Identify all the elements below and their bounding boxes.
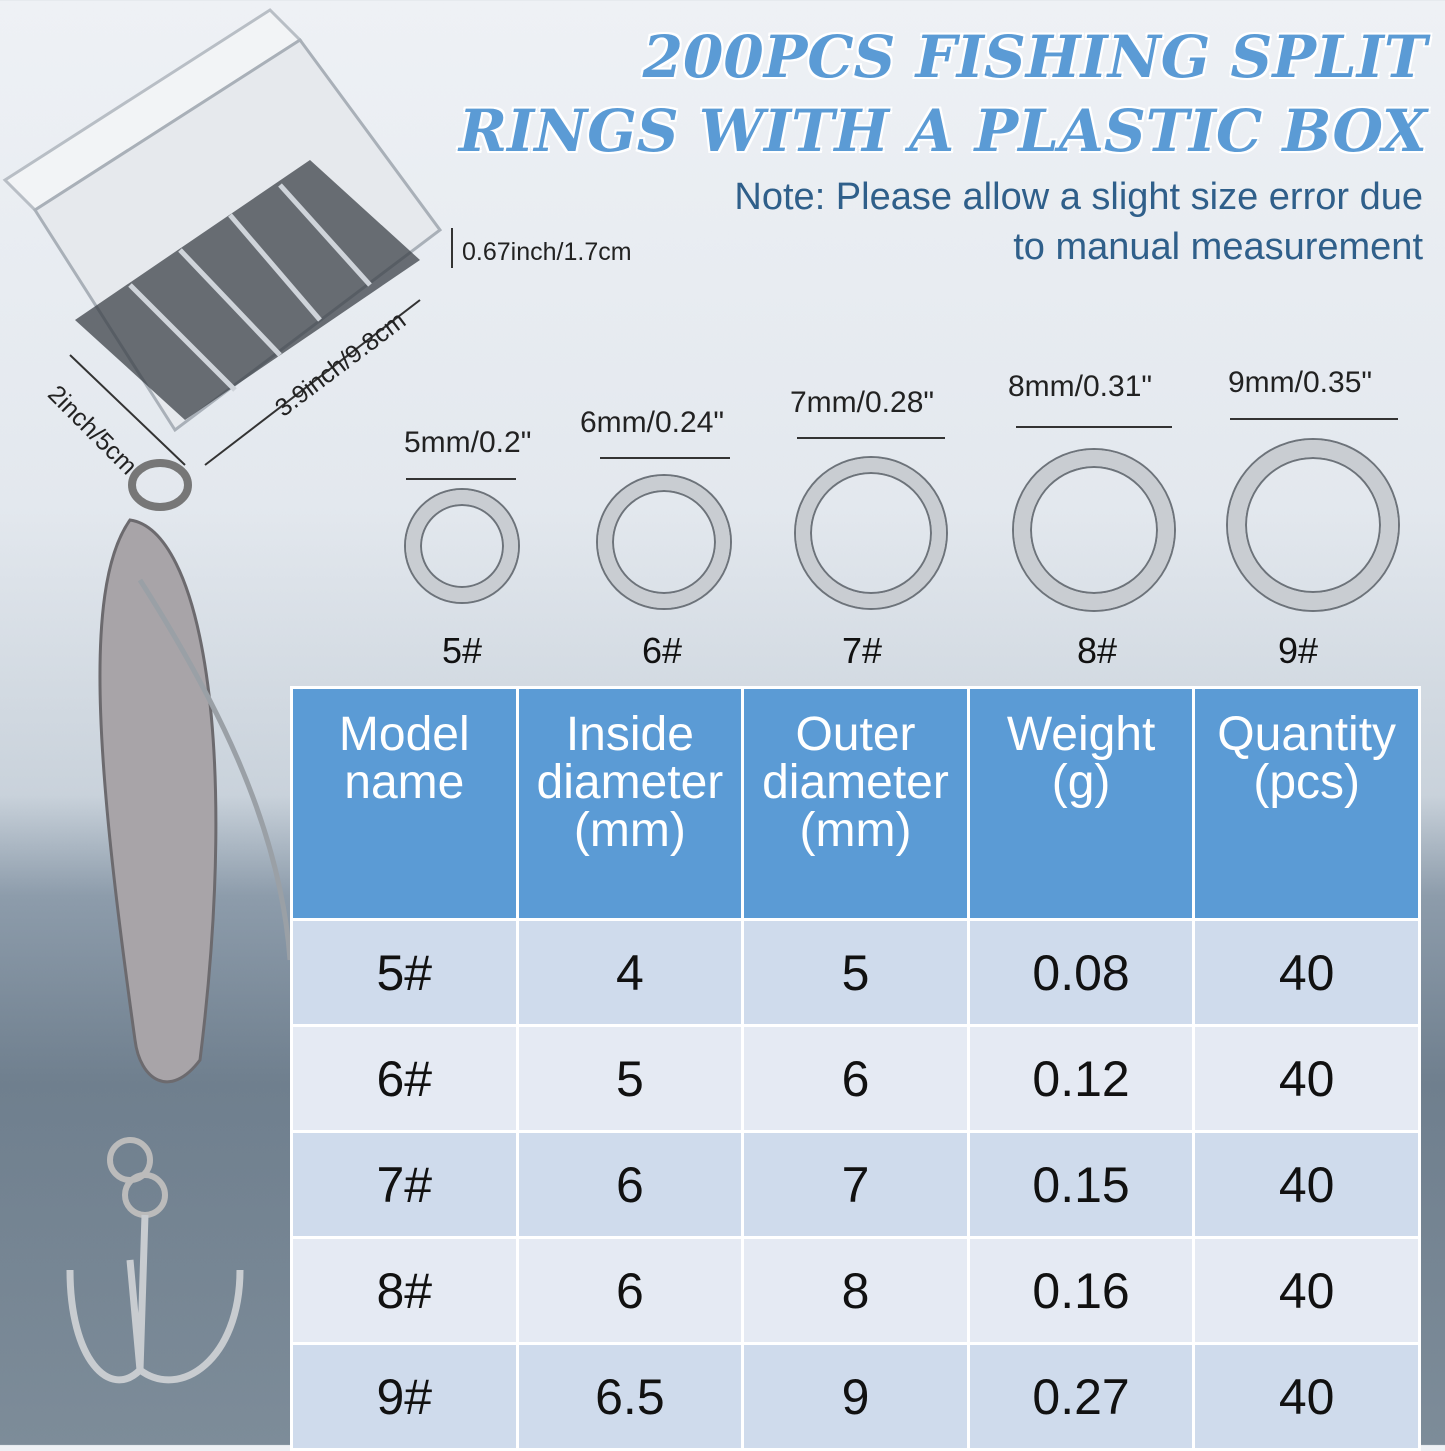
table-cell: 6# xyxy=(290,1024,519,1133)
table-cell: 0.15 xyxy=(966,1130,1196,1239)
table-cell: 6 xyxy=(515,1236,745,1345)
header-text: name xyxy=(344,756,465,809)
table-row: 9# 6.5 9 0.27 40 xyxy=(290,1342,1421,1451)
dimension-arrow xyxy=(600,457,730,459)
table-cell: 8# xyxy=(290,1236,519,1345)
table-cell: 6 xyxy=(515,1130,745,1239)
dimension-arrow xyxy=(1016,426,1172,428)
table-cell: 8 xyxy=(741,1236,970,1345)
title-line-2: RINGS WITH A PLASTIC BOX xyxy=(458,97,1427,165)
ring-size-7: 7mm/0.28" xyxy=(790,386,935,419)
dimension-arrow xyxy=(797,437,945,439)
dimension-arrow xyxy=(406,478,516,480)
header-text: (mm) xyxy=(799,804,912,857)
header-text: diameter xyxy=(762,756,949,809)
header-text: (mm) xyxy=(573,804,686,857)
header-text: diameter xyxy=(536,756,724,809)
table-cell: 9 xyxy=(741,1342,970,1451)
header-text: Inside xyxy=(565,708,694,761)
header-weight: Weight (g) xyxy=(966,686,1196,921)
ring-9-image xyxy=(1228,440,1398,610)
dimension-arrow xyxy=(1230,418,1398,420)
fishing-lure-image xyxy=(66,459,293,1384)
ring-6-image xyxy=(598,476,730,608)
ring-label-5: 5# xyxy=(441,630,483,671)
table-cell: 40 xyxy=(1192,1342,1421,1451)
specs-table: Model name Inside diameter (mm) Outer diamet… xyxy=(290,686,1421,1451)
header-text: Model xyxy=(338,708,470,761)
product-title: 200PCS FISHING SPLIT RINGS WITH A PLASTI… xyxy=(459,20,1427,168)
table-cell: 7# xyxy=(290,1130,519,1239)
table-cell: 9# xyxy=(290,1342,519,1451)
table-cell: 40 xyxy=(1192,1024,1421,1133)
table-cell: 0.08 xyxy=(966,918,1196,1027)
table-cell: 5# xyxy=(290,918,519,1027)
header-model-name: Model name xyxy=(290,686,519,921)
ring-size-8: 8mm/0.31" xyxy=(1008,370,1153,403)
ring-5-image xyxy=(406,490,518,602)
size-note: Note: Please allow a slight size error d… xyxy=(734,172,1423,272)
ring-7-image xyxy=(796,458,946,608)
table-cell: 6 xyxy=(741,1024,970,1133)
ring-size-6: 6mm/0.24" xyxy=(580,406,725,439)
header-text: Outer xyxy=(795,708,916,761)
header-outer-diameter: Outer diameter (mm) xyxy=(741,686,970,921)
table-cell: 4 xyxy=(515,918,745,1027)
header-inside-diameter: Inside diameter (mm) xyxy=(515,686,745,921)
ring-label-6: 6# xyxy=(641,630,683,671)
table-row: 8# 6 8 0.16 40 xyxy=(290,1236,1421,1345)
title-line-1: 200PCS FISHING SPLIT xyxy=(642,23,1427,91)
table-row: 6# 5 6 0.12 40 xyxy=(290,1024,1421,1133)
plastic-box-image xyxy=(2,8,453,466)
table-cell: 7 xyxy=(741,1130,970,1239)
table-cell: 0.12 xyxy=(966,1024,1196,1133)
table-cell: 40 xyxy=(1192,918,1421,1027)
header-text: Weight xyxy=(1006,708,1156,761)
note-line-2: to manual measurement xyxy=(1013,226,1423,268)
ring-label-7: 7# xyxy=(841,630,883,671)
table-cell: 40 xyxy=(1192,1236,1421,1345)
table-cell: 0.27 xyxy=(966,1342,1196,1451)
ring-size-5: 5mm/0.2" xyxy=(404,426,532,459)
ring-size-9: 9mm/0.35" xyxy=(1228,366,1373,399)
header-text: Quantity xyxy=(1217,708,1397,761)
header-quantity: Quantity (pcs) xyxy=(1192,686,1421,921)
table-cell: 5 xyxy=(741,918,970,1027)
header-text: (pcs) xyxy=(1253,756,1361,809)
ring-label-8: 8# xyxy=(1076,630,1118,671)
ring-8-image xyxy=(1014,450,1174,610)
table-cell: 40 xyxy=(1192,1130,1421,1239)
ring-label-9: 9# xyxy=(1277,630,1319,671)
table-cell: 0.16 xyxy=(966,1236,1196,1345)
table-cell: 6.5 xyxy=(515,1342,745,1451)
header-text: (g) xyxy=(1051,756,1111,809)
table-row: 5# 4 5 0.08 40 xyxy=(290,918,1421,1027)
box-height-label: 0.67inch/1.7cm xyxy=(462,238,632,266)
table-cell: 5 xyxy=(515,1024,745,1133)
table-row: 7# 6 7 0.15 40 xyxy=(290,1130,1421,1239)
note-line-1: Note: Please allow a slight size error d… xyxy=(734,176,1423,218)
table-header-row: Model name Inside diameter (mm) Outer diamet… xyxy=(290,686,1421,921)
